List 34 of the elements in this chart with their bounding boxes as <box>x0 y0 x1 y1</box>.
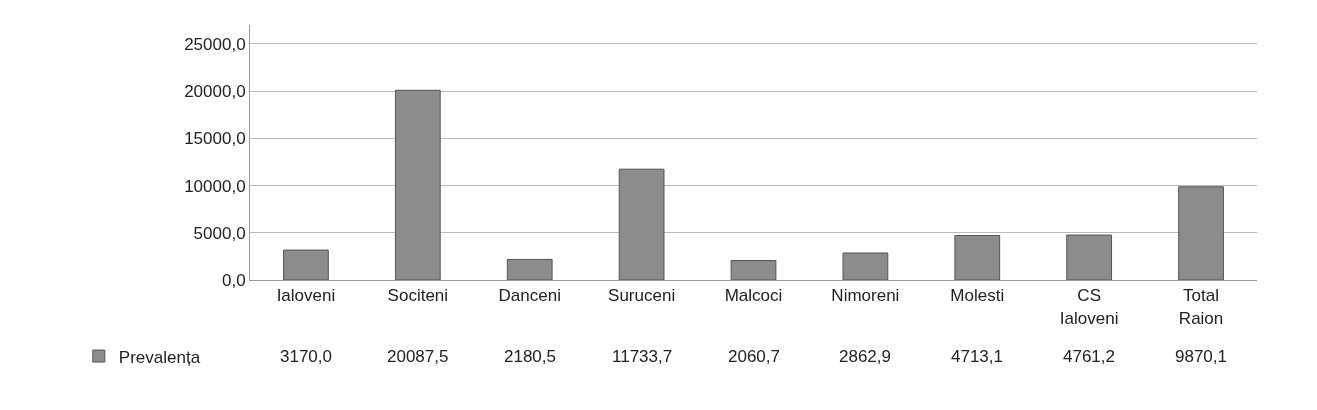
y-tick-label: 5000,0 <box>193 223 246 243</box>
data-label: 20087,5 <box>387 347 449 366</box>
bar <box>618 168 665 280</box>
y-tick-label: 25000,0 <box>184 34 246 54</box>
data-label: 11733,7 <box>612 347 673 366</box>
data-label: 2862,9 <box>839 347 891 366</box>
legend-label: Prevalența <box>118 347 201 367</box>
x-tick-label: Malcoci <box>724 286 783 306</box>
bar <box>1178 186 1224 280</box>
data-label: 3170,0 <box>280 347 332 366</box>
bar <box>842 252 889 280</box>
x-tick-label: Suruceni <box>608 286 676 306</box>
x-tick-label: CS Ialoveni <box>1059 286 1119 328</box>
bar <box>283 249 329 280</box>
y-tick-label: 15000,0 <box>184 129 246 149</box>
data-label: 4761,2 <box>1063 347 1115 366</box>
data-label: 2060,7 <box>728 347 780 366</box>
y-tick-label: 0,0 <box>221 270 246 290</box>
x-tick-label: Total Raion <box>1178 286 1224 328</box>
x-tick-label: Danceni <box>498 286 561 306</box>
bar <box>1066 234 1113 280</box>
bar <box>506 258 553 280</box>
data-label: 2180,5 <box>504 347 556 366</box>
data-label: 4713,1 <box>951 347 1003 366</box>
y-tick-label: 10000,0 <box>184 176 246 196</box>
bar <box>954 234 1001 280</box>
bar <box>394 89 441 280</box>
x-tick-label: Ialoveni <box>276 286 336 306</box>
data-label: 9870,1 <box>1175 347 1227 366</box>
x-tick-label: Molesti <box>950 286 1005 306</box>
y-tick-label: 20000,0 <box>184 82 246 102</box>
x-tick-label: Nimoreni <box>831 286 900 306</box>
x-tick-label: Sociteni <box>387 286 449 306</box>
bar <box>730 260 777 280</box>
